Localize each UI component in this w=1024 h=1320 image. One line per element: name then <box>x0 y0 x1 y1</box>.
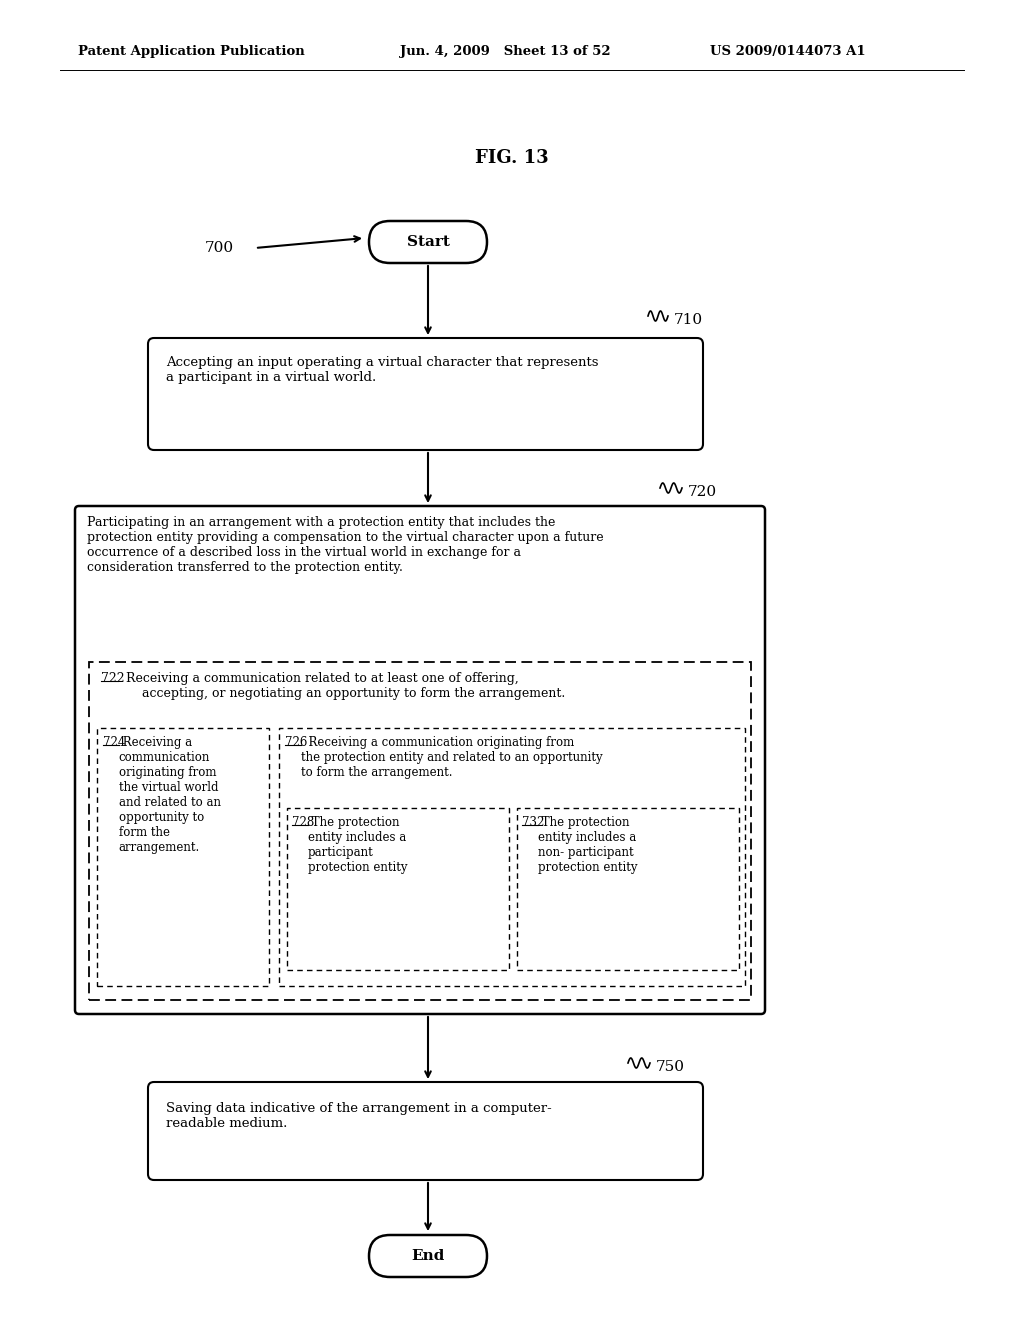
Text: 726: 726 <box>285 737 307 748</box>
FancyBboxPatch shape <box>369 1236 487 1276</box>
Text: Receiving a communication related to at least one of offering,
      accepting, : Receiving a communication related to at … <box>118 672 565 700</box>
Bar <box>97 729 269 986</box>
Text: Accepting an input operating a virtual character that represents
a participant i: Accepting an input operating a virtual c… <box>166 356 598 384</box>
Text: Start: Start <box>407 235 450 249</box>
Text: 722: 722 <box>101 672 125 685</box>
Text: Receiving a communication originating from
the protection entity and related to : Receiving a communication originating fr… <box>301 737 602 779</box>
Text: Jun. 4, 2009   Sheet 13 of 52: Jun. 4, 2009 Sheet 13 of 52 <box>400 45 610 58</box>
Text: Saving data indicative of the arrangement in a computer-
readable medium.: Saving data indicative of the arrangemen… <box>166 1102 552 1130</box>
Text: Patent Application Publication: Patent Application Publication <box>78 45 305 58</box>
Text: US 2009/0144073 A1: US 2009/0144073 A1 <box>710 45 865 58</box>
Bar <box>287 808 509 970</box>
Text: End: End <box>412 1249 444 1263</box>
Text: Participating in an arrangement with a protection entity that includes the
prote: Participating in an arrangement with a p… <box>87 516 603 574</box>
Text: 728: 728 <box>292 816 314 829</box>
FancyBboxPatch shape <box>369 220 487 263</box>
FancyBboxPatch shape <box>148 338 703 450</box>
Bar <box>89 663 751 1001</box>
Text: The protection
entity includes a
participant
protection entity: The protection entity includes a partici… <box>308 816 408 874</box>
Text: 750: 750 <box>656 1060 685 1074</box>
Bar <box>517 808 739 970</box>
Text: 724: 724 <box>103 737 125 748</box>
Text: The protection
entity includes a
non- participant
protection entity: The protection entity includes a non- pa… <box>538 816 637 874</box>
Text: 700: 700 <box>205 242 234 255</box>
FancyBboxPatch shape <box>75 506 765 1014</box>
Text: FIG. 13: FIG. 13 <box>475 149 549 168</box>
Text: 720: 720 <box>688 484 717 499</box>
Text: 732: 732 <box>522 816 545 829</box>
Bar <box>279 729 745 986</box>
FancyBboxPatch shape <box>148 1082 703 1180</box>
Text: Receiving a
communication
originating from
the virtual world
and related to an
o: Receiving a communication originating fr… <box>119 737 221 854</box>
Text: 710: 710 <box>674 313 703 327</box>
